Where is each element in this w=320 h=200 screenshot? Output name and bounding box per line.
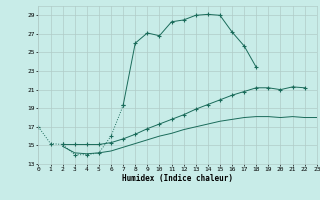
- X-axis label: Humidex (Indice chaleur): Humidex (Indice chaleur): [122, 174, 233, 183]
